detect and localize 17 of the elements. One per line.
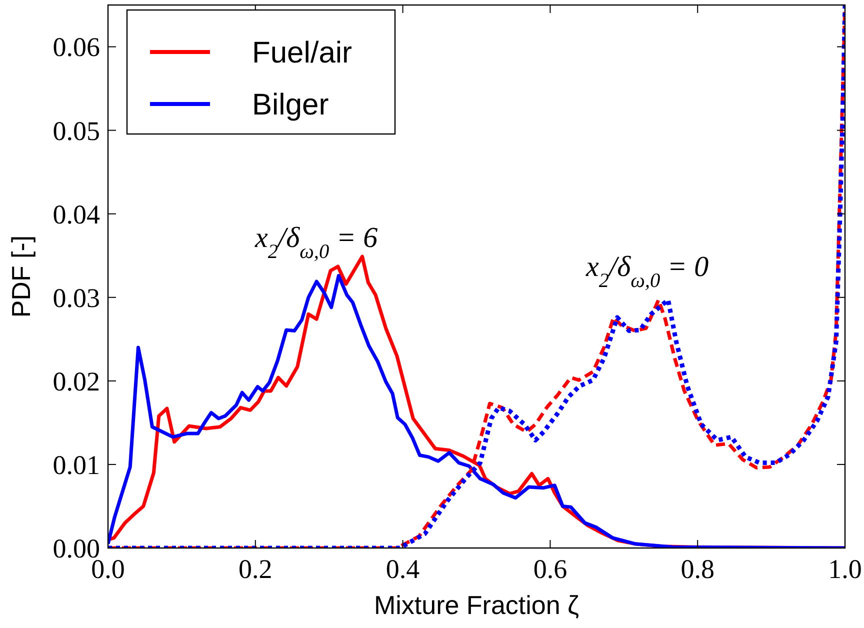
x-tick-label: 0.6 [533,554,568,584]
y-tick-label: 0.06 [52,32,100,62]
y-tick-label: 0.02 [52,366,100,396]
y-tick-label: 0.05 [52,116,100,146]
legend-label: Bilger [252,88,329,122]
annotation: x$_{2}$/δ$_{ω,0}$ = 6 [254,222,378,263]
x-tick-label: 0.4 [386,554,420,584]
y-tick-label: 0.03 [52,282,100,313]
annotation: x$_{2}$/δ$_{ω,0}$ = 0 [585,251,710,292]
y-axis-title: PDF [-] [6,235,36,318]
x-tick-label: 1.0 [828,554,862,584]
x-tick-label: 0.8 [680,554,714,584]
x-axis-title: Mixture Fraction ζ [374,590,580,620]
legend-label: Fuel/air [252,36,352,70]
y-tick-label: 0.04 [52,199,100,230]
y-tick-label: 0.01 [52,450,100,480]
x-tick-label: 0.2 [238,554,272,584]
